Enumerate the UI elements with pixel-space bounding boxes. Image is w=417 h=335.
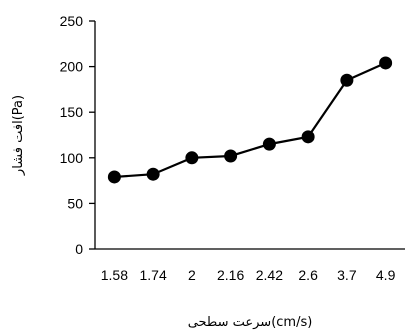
y-tick-label: 50 (67, 195, 83, 211)
x-tick-label: 4.9 (376, 267, 396, 283)
data-point-marker (301, 130, 315, 144)
data-point-marker (107, 170, 121, 184)
x-tick-label: 3.7 (337, 267, 357, 283)
y-axis-title: افت فشار(Pa) (11, 95, 26, 176)
y-tick-label: 100 (60, 150, 84, 166)
series-group (107, 56, 393, 184)
x-tick-label: 2.6 (298, 267, 318, 283)
y-tick-label: 0 (75, 241, 83, 257)
axes (94, 21, 405, 250)
data-point-marker (262, 137, 276, 151)
x-tick-label: 1.74 (140, 267, 167, 283)
data-point-marker (146, 167, 160, 181)
y-tick-label: 200 (60, 59, 84, 75)
x-tick-label: 2 (188, 267, 196, 283)
x-tick-label: 2.42 (256, 267, 283, 283)
x-ticks: 1.58 1.74 2 2.16 2.42 2.6 3.7 4.9 (101, 267, 396, 283)
data-point-marker (340, 73, 354, 87)
data-point-marker (379, 56, 393, 70)
data-point-marker (224, 149, 238, 163)
x-axis-title: سرعت سطحی(cm/s) (188, 315, 313, 330)
y-ticks: 0 50 100 150 200 250 (60, 13, 95, 257)
y-tick-label: 250 (60, 13, 84, 29)
x-tick-label: 2.16 (217, 267, 244, 283)
x-tick-label: 1.58 (101, 267, 128, 283)
data-point-marker (185, 151, 199, 165)
y-tick-label: 150 (60, 104, 84, 120)
series-line (114, 61, 387, 179)
